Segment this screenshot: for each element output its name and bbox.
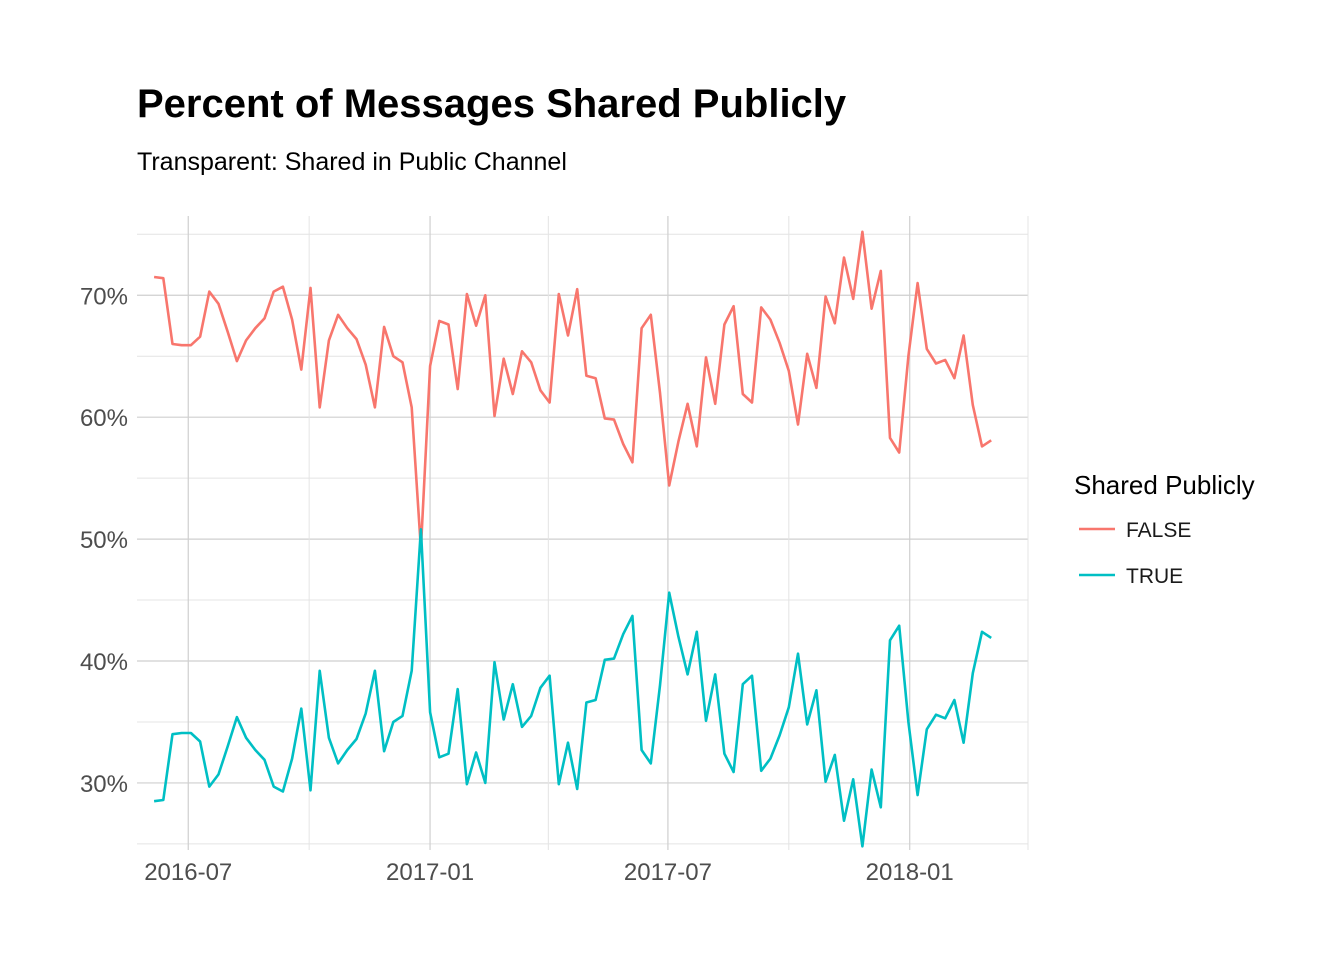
grid (137, 216, 1029, 850)
y-tick-label: 40% (80, 649, 128, 676)
y-tick-label: 70% (80, 283, 128, 310)
series-lines (153, 230, 992, 848)
y-axis-ticks: 30% 40% 50% 60% 70% (80, 283, 128, 798)
x-tick-label: 2018-01 (866, 859, 954, 886)
y-tick-label: 50% (80, 527, 128, 554)
chart-title: Percent of Messages Shared Publicly (137, 82, 847, 126)
chart-subtitle: Transparent: Shared in Public Channel (137, 148, 567, 176)
x-tick-label: 2016-07 (144, 859, 232, 886)
series-line-false (153, 230, 992, 551)
x-axis-ticks: 2016-07 2017-01 2017-07 2018-01 (144, 859, 954, 886)
legend-label-false: FALSE (1126, 519, 1191, 542)
legend-label-true: TRUE (1126, 565, 1183, 588)
x-tick-label: 2017-07 (624, 859, 712, 886)
y-tick-label: 60% (80, 405, 128, 432)
legend: Shared Publicly FALSE TRUE (1074, 470, 1255, 588)
y-tick-label: 30% (80, 771, 128, 798)
series-line-true (153, 527, 992, 848)
legend-title: Shared Publicly (1074, 470, 1255, 500)
x-tick-label: 2017-01 (386, 859, 474, 886)
